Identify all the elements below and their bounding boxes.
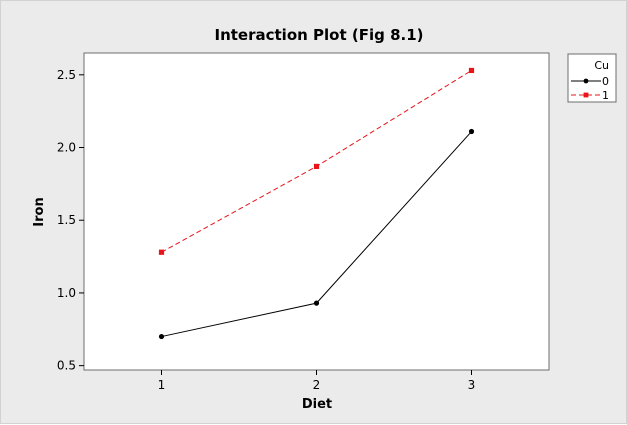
legend-title: Cu — [594, 59, 609, 72]
x-tick-label: 1 — [158, 378, 166, 392]
series-0-point — [158, 333, 165, 340]
x-axis-label: Diet — [302, 397, 332, 412]
legend-label-0: 0 — [602, 75, 609, 88]
legend-label-1: 1 — [602, 89, 609, 102]
plot-area — [83, 52, 550, 371]
y-tick-label: 1.0 — [57, 286, 76, 300]
legend: Cu 01 — [567, 53, 617, 103]
chart-title: Interaction Plot (Fig 8.1) — [215, 26, 424, 44]
y-tick-label: 0.5 — [57, 359, 76, 373]
x-tick-label: 3 — [468, 378, 476, 392]
legend-marker-1 — [583, 92, 589, 98]
y-tick-label: 1.5 — [57, 213, 76, 227]
y-axis-label: Iron — [32, 197, 47, 226]
y-tick-label: 2.5 — [57, 68, 76, 82]
series-0-point — [468, 128, 475, 135]
x-tick-label: 2 — [313, 378, 321, 392]
series-1-point — [468, 67, 475, 74]
legend-box — [567, 53, 617, 103]
legend-marker-0 — [583, 78, 589, 84]
series-1-point — [158, 249, 165, 255]
series-0-point — [313, 300, 320, 306]
y-tick-label: 2.0 — [57, 141, 76, 155]
series-1-point — [313, 163, 320, 170]
